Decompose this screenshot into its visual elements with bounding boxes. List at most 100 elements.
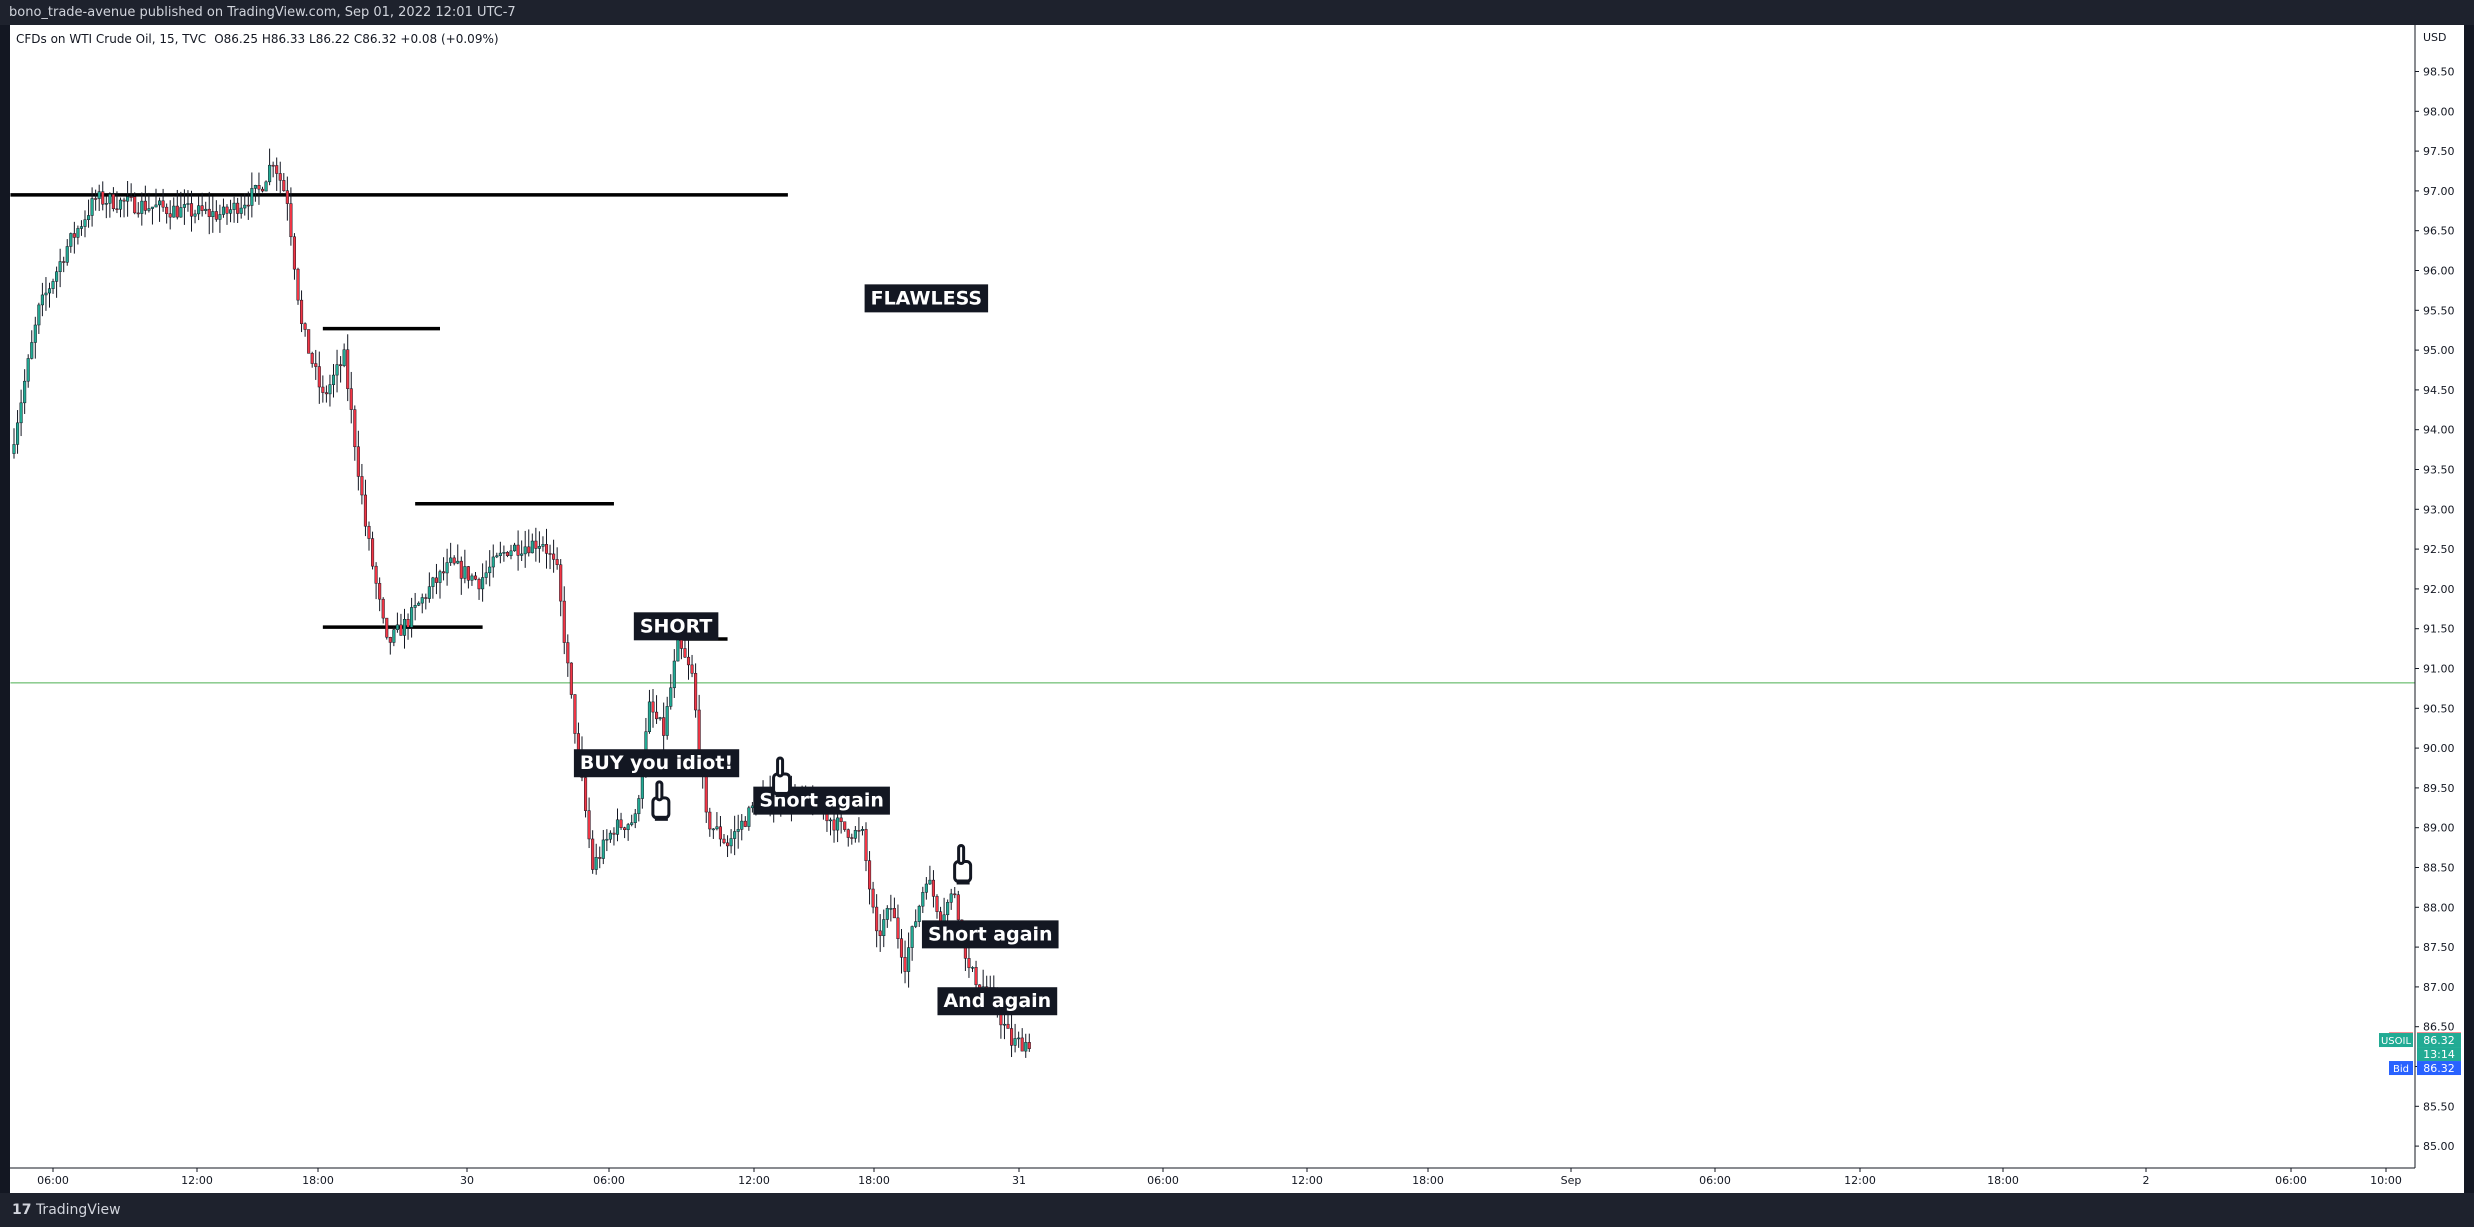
candle-body — [619, 819, 623, 828]
candle-body — [97, 191, 101, 199]
candle-body — [552, 553, 556, 560]
candle-body — [87, 215, 91, 220]
candle-body — [860, 829, 865, 831]
candle-body — [892, 908, 896, 919]
candle-body — [417, 602, 421, 606]
candle-body — [587, 810, 591, 840]
candle-body — [331, 374, 336, 385]
published-line: bono_trade-avenue published on TradingVi… — [9, 5, 516, 20]
candle-body — [718, 826, 723, 840]
candle-body — [303, 323, 307, 330]
x-tick-label: 06:00 — [1699, 1174, 1731, 1187]
candle-body — [733, 831, 737, 839]
candle-body — [438, 571, 442, 583]
candle-body — [946, 902, 950, 916]
candle-body — [83, 219, 87, 227]
candle-body — [484, 572, 488, 578]
candle-body — [23, 380, 27, 404]
x-tick-label: 06:00 — [593, 1174, 625, 1187]
candle-body — [605, 838, 609, 841]
price-axis-tag: Bid — [2393, 1064, 2409, 1075]
chart-legend: CFDs on WTI Crude Oil, 15, TVC O86.25 H86… — [16, 32, 499, 46]
candle-body — [339, 364, 343, 367]
candle-body — [921, 892, 925, 907]
annotation-label[interactable]: Short again — [753, 786, 890, 815]
candle-body — [236, 202, 240, 214]
x-tick-label: 18:00 — [858, 1174, 890, 1187]
candle-body — [296, 268, 300, 301]
x-tick-label: Sep — [1561, 1174, 1582, 1187]
candle-body — [122, 199, 126, 202]
annotation-text: BUY you idiot! — [580, 752, 733, 774]
candle-body — [140, 200, 144, 214]
candle-body — [282, 180, 286, 191]
y-tick-label: 87.50 — [2423, 941, 2455, 954]
candle-body — [481, 577, 485, 590]
candle-body — [669, 687, 673, 707]
candle-body — [584, 777, 588, 811]
candle-body — [207, 208, 211, 218]
candle-body — [395, 624, 399, 630]
published-header: bono_trade-avenue published on TradingVi… — [0, 0, 2474, 25]
chart-frame: FLAWLESS SHORT BUY you idiot! Short again Sh… — [10, 25, 2464, 1193]
annotation-text: FLAWLESS — [871, 287, 983, 309]
candle-body — [899, 938, 904, 958]
tradingview-logo-icon: 17 — [12, 1202, 32, 1218]
annotation-label[interactable]: And again — [937, 987, 1058, 1016]
candle-body — [534, 540, 538, 549]
candle-body — [26, 358, 30, 382]
candle-body — [147, 208, 151, 211]
candle-body — [229, 209, 233, 214]
candle-body — [889, 908, 893, 910]
candlestick-chart[interactable]: FLAWLESS SHORT BUY you idiot! Short again Sh… — [10, 25, 2464, 1193]
candle-body — [449, 557, 453, 563]
x-tick-label: 12:00 — [1291, 1174, 1323, 1187]
x-tick-label: 18:00 — [302, 1174, 334, 1187]
y-tick-label: 92.00 — [2423, 583, 2455, 596]
candle-body — [591, 838, 595, 870]
candle-body — [1024, 1042, 1028, 1052]
y-tick-label: 90.00 — [2423, 742, 2455, 755]
candle-body — [655, 711, 659, 720]
candle-body — [885, 908, 889, 920]
candle-body — [658, 717, 662, 720]
candle-body — [189, 203, 194, 217]
candle-body — [94, 198, 98, 200]
annotation-label[interactable]: BUY you idiot! — [573, 749, 740, 778]
candle-body — [246, 204, 250, 207]
pointing-hand-icon — [953, 844, 973, 885]
candle-body — [566, 642, 570, 664]
candle-body — [335, 364, 339, 376]
candle-body — [708, 811, 712, 830]
candle-body — [225, 206, 229, 214]
candle-body — [445, 562, 449, 574]
candle-body — [722, 838, 726, 844]
candle-body — [378, 583, 382, 600]
candle-body — [1006, 1023, 1010, 1029]
candle-body — [839, 817, 843, 822]
candle-body — [910, 926, 914, 948]
candle-body — [559, 564, 563, 602]
y-tick-label: 89.00 — [2423, 822, 2455, 835]
y-tick-label: 92.50 — [2423, 543, 2455, 556]
candle-body — [576, 733, 581, 751]
annotation-box — [633, 612, 719, 641]
candle-body — [214, 211, 218, 220]
candle-body — [690, 664, 694, 674]
y-tick-label: 90.50 — [2423, 702, 2455, 715]
y-tick-label: 85.50 — [2423, 1100, 2455, 1113]
annotation-label[interactable]: SHORT — [633, 612, 719, 641]
candle-body — [72, 233, 76, 238]
candle-body — [193, 213, 197, 217]
candle-body — [740, 820, 744, 830]
candle-body — [633, 813, 637, 824]
candle-body — [289, 203, 293, 238]
candle-body — [630, 822, 634, 825]
candle-body — [268, 164, 272, 183]
annotation-label[interactable]: Short again — [921, 920, 1059, 949]
annotation-label[interactable]: FLAWLESS — [864, 284, 989, 313]
candle-body — [317, 366, 321, 388]
candle-body — [239, 207, 243, 214]
candle-body — [694, 673, 698, 711]
candle-body — [47, 288, 52, 294]
